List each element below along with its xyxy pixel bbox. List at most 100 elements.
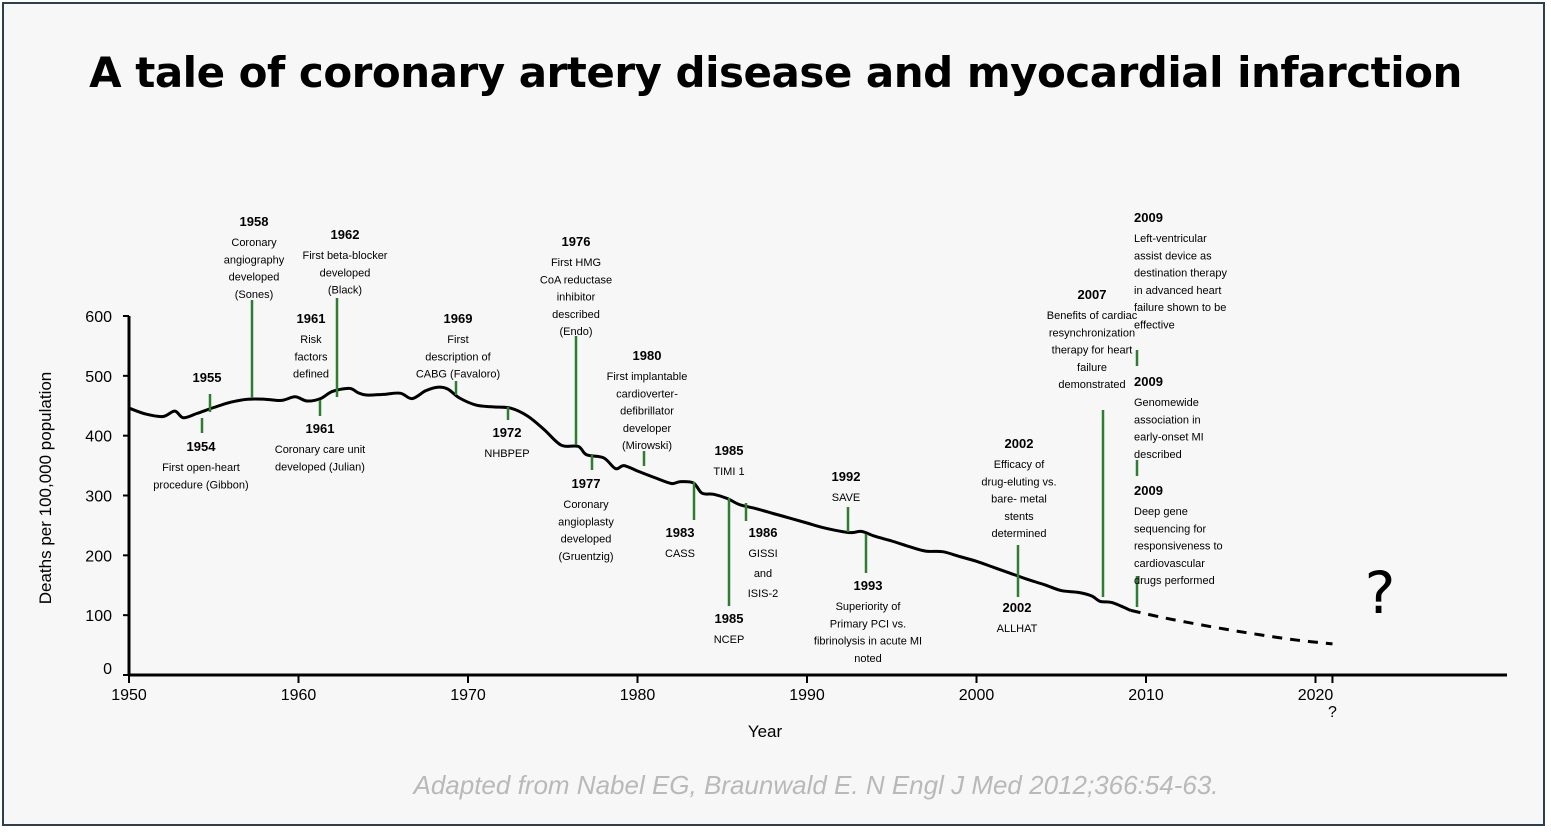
milestone-text: SAVE [832, 492, 861, 504]
milestone-text: fibrinolysis in acute MI [814, 636, 922, 648]
milestone-text: developed [320, 267, 371, 279]
milestone-1958: 1958 Coronary angiography developed (Sones) [224, 214, 285, 398]
milestone-1992: 1992 SAVE [832, 469, 861, 532]
milestone-text: demonstrated [1058, 379, 1125, 391]
milestone-text: Risk [300, 334, 322, 346]
milestone-year: 1961 [297, 311, 326, 326]
x-tick-label: 1980 [620, 687, 656, 704]
milestone-1961: 1961 Coronary care unit developed (Julian) [275, 400, 366, 473]
milestone-text: determined [991, 528, 1046, 540]
milestone-text: CoA reductase [540, 274, 612, 286]
milestone-year: 1972 [493, 425, 522, 440]
milestone-text: (Mirowski) [622, 440, 672, 452]
milestone-text: drugs performed [1134, 575, 1215, 587]
milestone-year: 1983 [666, 525, 695, 540]
milestone-text: (Gruentzig) [558, 551, 613, 563]
milestone-text: therapy for heart [1052, 345, 1133, 357]
milestone-text: First implantable [607, 371, 688, 383]
milestone-text: First open-heart [162, 462, 240, 474]
milestone-1954: 1954 First open-heart procedure (Gibbon) [153, 418, 249, 491]
milestone-text: ISIS-2 [748, 588, 779, 600]
milestone-year: 1985 [715, 611, 744, 626]
milestone-text: stents [1004, 511, 1034, 523]
milestone-text: inhibitor [557, 292, 596, 304]
milestone-text: failure [1077, 362, 1107, 374]
milestone-1993: 1993 Superiority of Primary PCI vs. fibrino… [814, 534, 922, 665]
milestone-text: noted [854, 653, 882, 665]
chart-axes: 0 100 200 300 400 500 600 1950 1960 1970 1980 1990 2… [36, 309, 1507, 741]
milestone-text: NCEP [714, 634, 745, 646]
milestone-year: 1962 [331, 227, 360, 242]
y-tick-label: 0 [103, 661, 112, 678]
milestone-text: Primary PCI vs. [830, 618, 906, 630]
milestone-text: assist device as [1134, 250, 1212, 262]
milestone-2009: 2009 Left-ventricular assist device as dest… [1134, 210, 1227, 366]
milestone-2002: 2002 Efficacy of drug-eluting vs. bare- met… [981, 436, 1057, 597]
slide-title: A tale of coronary artery disease and my… [89, 48, 1462, 97]
milestone-text: (Black) [328, 285, 362, 297]
milestone-2009: 2009 Deep gene sequencing for responsivenes… [1134, 483, 1223, 607]
milestone-text: resynchronization [1049, 327, 1135, 339]
milestone-text: factors [294, 351, 328, 363]
milestone-text: developed (Julian) [275, 461, 365, 473]
x-axis-label: Year [748, 722, 783, 741]
milestone-text: failure shown to be [1134, 302, 1226, 314]
milestone-1962: 1962 First beta-blocker developed (Black) [303, 227, 388, 397]
milestone-text: (Sones) [235, 289, 274, 301]
y-axis-label: Deaths per 100,000 population [36, 372, 55, 605]
milestone-text: NHBPEP [484, 448, 529, 460]
x-tick-label: ? [1328, 704, 1337, 721]
milestone-year: 1985 [715, 443, 744, 458]
milestone-text: association in [1134, 414, 1201, 426]
milestone-text: in advanced heart [1134, 285, 1221, 297]
milestone-text: developed [229, 272, 280, 284]
milestone-text: First HMG [551, 257, 601, 269]
milestone-text: sequencing for [1134, 523, 1206, 535]
milestone-year: 1986 [749, 525, 778, 540]
milestone-year: 2002 [1005, 436, 1034, 451]
milestone-text: Coronary [231, 237, 277, 249]
milestone-year: 1976 [562, 234, 591, 249]
milestone-2007: 2007 Benefits of cardiac resynchronization… [1047, 287, 1138, 597]
milestone-text: TIMI 1 [713, 466, 744, 478]
citation-text: Adapted from Nabel EG, Braunwald E. N En… [413, 770, 1219, 800]
milestone-1961: 1961 Risk factors defined [293, 311, 329, 381]
milestone-text: angiography [224, 254, 285, 266]
milestone-text: defibrillator [620, 406, 674, 418]
milestone-1986: 1986 GISSI and ISIS-2 [744, 503, 779, 600]
milestone-text: cardiovascular [1134, 558, 1205, 570]
x-tick-label: 2000 [959, 687, 995, 704]
milestone-2002: 2002 ALLHAT [997, 600, 1038, 635]
milestone-text: destination therapy [1134, 268, 1227, 280]
milestone-year: 1954 [187, 439, 217, 454]
milestone-text: description of [425, 351, 491, 363]
milestone-year: 1955 [193, 370, 222, 385]
milestone-text: bare- metal [991, 494, 1047, 506]
y-tick-label: 400 [85, 429, 112, 446]
milestone-1977: 1977 Coronary angioplasty developed (Gruentz… [558, 455, 614, 563]
projection-dashed-line [1130, 608, 1333, 646]
milestone-year: 1992 [832, 469, 861, 484]
milestone-1972: 1972 NHBPEP [484, 407, 530, 460]
milestone-year: 1958 [240, 214, 269, 229]
milestone-year: 2007 [1078, 287, 1107, 302]
milestone-text: effective [1134, 320, 1175, 332]
milestone-text: angioplasty [558, 516, 614, 528]
y-tick-label: 500 [85, 369, 112, 386]
milestone-text: First [447, 334, 468, 346]
milestone-text: and [754, 568, 772, 580]
mortality-curves: ? [128, 385, 1395, 646]
milestone-1983: 1983 CASS [665, 482, 696, 560]
milestone-text: Coronary [563, 499, 609, 511]
x-tick-label: 2020 [1298, 687, 1334, 704]
milestone-year: 1977 [572, 476, 601, 491]
milestone-year: 1969 [444, 311, 473, 326]
milestone-text: cardioverter- [616, 388, 678, 400]
y-tick-label: 600 [85, 309, 112, 326]
milestone-2009: 2009 Genomewide association in early-onset … [1134, 374, 1204, 476]
milestone-text: Coronary care unit [275, 444, 366, 456]
milestone-text: defined [293, 369, 329, 381]
milestone-text: drug-eluting vs. [981, 476, 1056, 488]
